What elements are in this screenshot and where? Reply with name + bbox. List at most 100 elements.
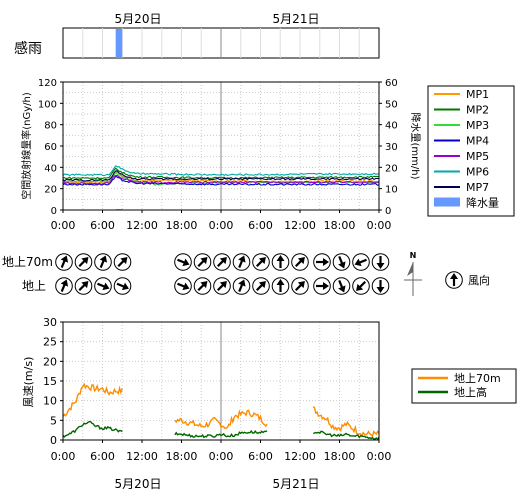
wind-arrow-direction <box>60 255 69 268</box>
wind-arrow-head <box>276 279 285 285</box>
wind-arrow-shaft <box>60 259 66 268</box>
wind-arrow-shaft <box>60 283 66 292</box>
wind-direction-arrow <box>55 277 73 295</box>
wind-arrow-head <box>60 279 69 287</box>
wind-direction-arrow <box>94 253 112 271</box>
rainfall-y-tick-label: 0 <box>385 206 391 217</box>
radiation-series-mp6 <box>62 165 380 177</box>
wind-arrow-shaft <box>99 259 105 268</box>
compass-rose-icon: N <box>404 251 422 296</box>
rainfall-y-tick-label: 30 <box>385 142 398 153</box>
wind-arrow-head <box>121 282 129 291</box>
wind-arrow-direction <box>276 255 285 268</box>
wind-direction-arrow <box>74 277 93 295</box>
wind-arrow-head <box>60 255 69 263</box>
wind-direction-legend-label: 風向 <box>468 273 490 287</box>
wind-legend-label: 地上高 <box>454 385 487 399</box>
radiation-plot-frame <box>62 81 380 211</box>
date-label-bottom-2: 5月21日 <box>273 477 320 491</box>
wind-arrow-head <box>338 285 346 293</box>
wind-arrow-direction <box>294 257 305 268</box>
wind-direction-arrow <box>352 253 370 271</box>
wind-arrow-head <box>276 255 285 261</box>
wind-direction-arrow <box>291 277 309 295</box>
wind-arrow-shaft <box>177 282 186 288</box>
wind-speed-x-tick-label: 0:00 <box>367 450 392 463</box>
wind-arrow-shaft <box>338 280 344 289</box>
wind-speed-x-tick-label: 18:00 <box>166 450 198 463</box>
wind-speed-series-ground <box>312 430 380 440</box>
wind-arrow-head <box>356 283 364 291</box>
wind-arrow-direction <box>117 257 128 268</box>
wind-arrow-shaft <box>338 256 344 265</box>
wind-speed-x-tick-label: 0:00 <box>209 450 234 463</box>
wind-arrow-direction <box>356 280 367 291</box>
wind-direction-arrow <box>313 253 331 271</box>
wind-direction-arrow <box>252 277 270 295</box>
wind-direction-arrow <box>332 277 351 295</box>
wind-arrow-shaft <box>197 259 205 268</box>
wind-direction-arrow <box>94 277 112 295</box>
wind-arrow-shaft <box>238 283 244 292</box>
wind-legend-label: 地上70m <box>454 372 501 385</box>
wind-arrow-direction <box>216 257 227 268</box>
radiation-y-tick-label: 120 <box>38 78 57 89</box>
wind-arrow-direction <box>197 257 208 268</box>
compass-north-label: N <box>410 251 417 260</box>
wind-arrow-head <box>258 257 266 265</box>
wind-speed-series-70m <box>62 382 123 417</box>
wind-arrow-head <box>376 287 385 293</box>
wind-direction-arrow <box>332 253 351 271</box>
wind-speed-legend-frame <box>411 368 517 404</box>
radiation-x-tick-label: 12:00 <box>126 219 158 232</box>
wind-arrow-head <box>258 281 266 289</box>
wind-arrow-direction <box>255 281 266 292</box>
radiation-x-tick-label: 12:00 <box>284 219 316 232</box>
date-label-top-1: 5月20日 <box>115 12 162 26</box>
wind-arrow-head <box>200 257 208 265</box>
wind-direction-arrow <box>193 277 212 295</box>
wind-direction-arrow <box>193 253 212 271</box>
wind-arrow-direction <box>97 282 110 291</box>
radiation-series-mp4 <box>62 175 380 186</box>
wind-arrow-shaft <box>238 259 244 268</box>
wind-arrow-shaft <box>358 258 367 264</box>
wind-arrow-shaft <box>294 259 303 268</box>
wind-speed-y-tick-label: 25 <box>43 336 57 349</box>
wind-arrow-direction <box>78 257 89 268</box>
wind-direction-arrow <box>174 277 192 295</box>
legend-label-mp4: MP4 <box>466 135 489 148</box>
wind-arrow-head <box>182 258 190 267</box>
wind-direction-legend-arrow <box>445 271 463 289</box>
radiation-series-mp3 <box>62 171 380 186</box>
wind-arrow-direction <box>238 255 246 268</box>
rainfall-y-axis-label: 降水量(mm/h) <box>409 113 422 180</box>
wind-direction-arrow <box>313 277 331 295</box>
wind-arrow-shaft <box>177 258 186 264</box>
wind-speed-y-axis-label: 風速(m/s) <box>22 357 35 408</box>
wind-direction-panel: 地上70m 地上 N 風向 <box>2 251 490 296</box>
legend-label-mp5: MP5 <box>466 150 489 163</box>
wind-arrow-head <box>102 282 110 291</box>
radiation-x-tick-label: 6:00 <box>248 219 273 232</box>
wind-arrow-head <box>81 257 89 265</box>
wind-direction-arrow <box>271 277 290 295</box>
radiation-x-tick-label: 0:00 <box>367 219 392 232</box>
wind-arrow-shaft <box>97 282 106 288</box>
wind-arrow-head <box>238 255 246 263</box>
radiation-y-tick-label: 0 <box>51 206 57 217</box>
wind-direction-arrow <box>232 277 251 295</box>
wind-arrow-direction <box>294 281 305 292</box>
wind-arrow-shaft <box>216 259 225 268</box>
rain-sense-panel <box>62 27 380 59</box>
wind-arrow-direction <box>316 282 329 290</box>
wind-speed-y-tick-label: 30 <box>43 316 57 329</box>
radiation-series-mp5 <box>62 174 380 185</box>
rain-sense-event <box>115 29 123 58</box>
wind-arrow-shaft <box>197 283 205 292</box>
wind-arrow-head <box>99 255 108 263</box>
wind-arrow-shaft <box>78 259 86 268</box>
wind-direction-arrow <box>371 277 390 295</box>
